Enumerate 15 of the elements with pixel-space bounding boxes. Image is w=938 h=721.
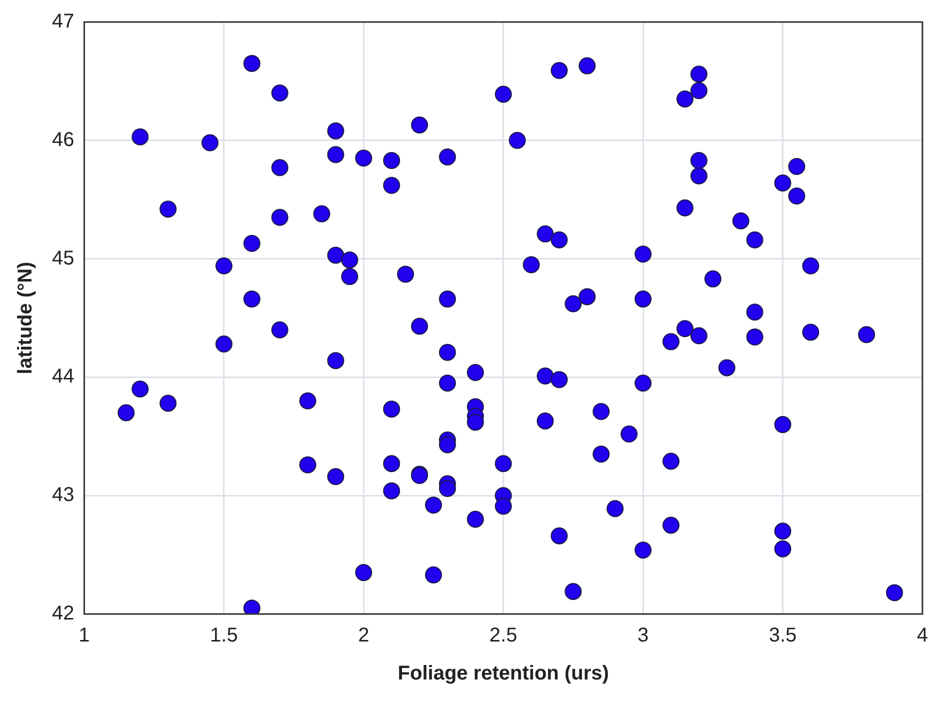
y-tick-label: 42 bbox=[52, 602, 74, 625]
x-tick-label: 3.5 bbox=[768, 624, 797, 647]
y-tick-label: 45 bbox=[52, 247, 74, 270]
x-tick-label: 1.5 bbox=[210, 624, 238, 647]
y-axis-title: latitude (°N) bbox=[14, 262, 37, 374]
x-tick-label: 1 bbox=[78, 624, 90, 647]
y-tick-label: 44 bbox=[52, 366, 74, 388]
x-tick-label: 2 bbox=[358, 624, 370, 647]
x-axis-title: Foliage retention (urs) bbox=[398, 662, 609, 685]
y-tick-label: 47 bbox=[52, 10, 74, 33]
y-tick-label: 46 bbox=[52, 128, 74, 151]
x-tick-label: 4 bbox=[916, 624, 928, 647]
x-tick-label: 2.5 bbox=[489, 624, 518, 647]
y-tick-label: 43 bbox=[52, 484, 74, 506]
x-tick-label: 3 bbox=[637, 624, 649, 647]
